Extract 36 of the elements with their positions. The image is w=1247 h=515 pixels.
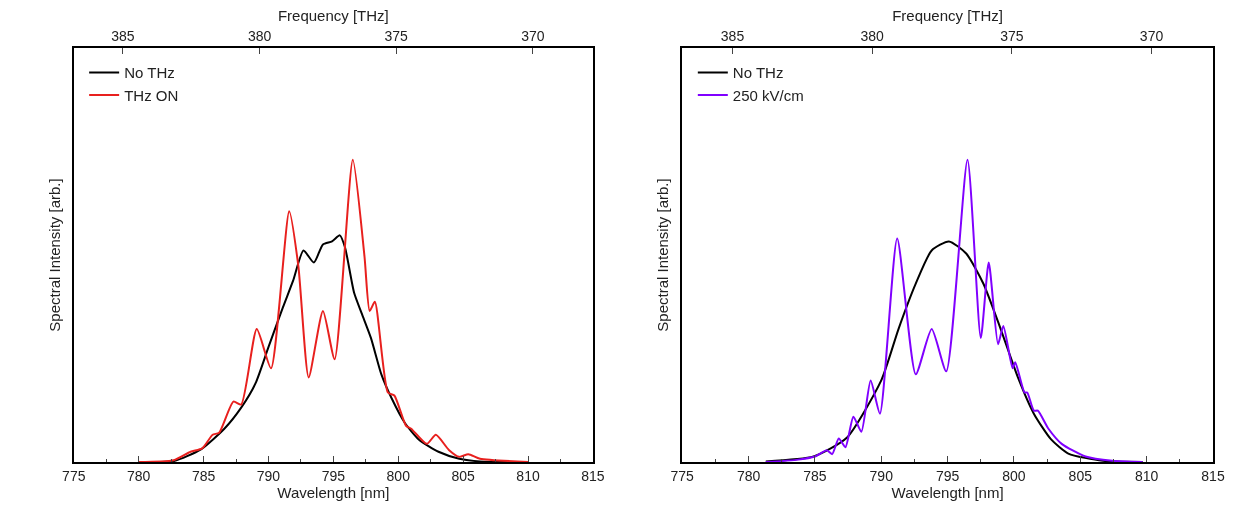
x2-axis-title: Frequency [THz]: [277, 7, 389, 25]
x-tick-label: 780: [736, 467, 761, 484]
x-tick-label: 790: [869, 467, 894, 484]
x-tick-label: 805: [451, 467, 476, 484]
x-tick-label: 815: [1201, 467, 1225, 484]
x2-tick-label: 380: [860, 27, 885, 44]
x-tick-label: 810: [516, 467, 540, 484]
x-tick-label: 800: [1002, 467, 1026, 484]
x2-tick-label: 375: [384, 27, 409, 44]
legend-label: 250 kV/cm: [732, 86, 804, 104]
x2-tick-label: 380: [247, 27, 272, 44]
legend-label: THz ON: [124, 86, 179, 104]
x-tick-label: 810: [1134, 467, 1159, 484]
x-tick-label: 805: [1068, 467, 1093, 484]
x-tick-label: 775: [62, 467, 86, 484]
x-tick-label: 785: [191, 467, 216, 484]
x2-tick-label: 370: [1139, 27, 1164, 44]
x2-tick-label: 370: [521, 27, 545, 44]
x-tick-label: 795: [935, 467, 960, 484]
x2-axis-title: Frequency [THz]: [892, 7, 1004, 25]
y-axis-title: Spectral Intensity [arb.]: [45, 178, 63, 332]
x-tick-label: 790: [256, 467, 281, 484]
x-tick-label: 775: [670, 467, 695, 484]
x2-tick-label: 375: [1000, 27, 1024, 44]
x-tick-label: 780: [126, 467, 151, 484]
x-tick-label: 785: [803, 467, 827, 484]
x-tick-label: 800: [386, 467, 411, 484]
x2-tick-label: 385: [111, 27, 135, 44]
legend-label: No THz: [124, 64, 175, 82]
x-tick-label: 795: [321, 467, 346, 484]
legend-label: No THz: [732, 64, 784, 82]
x-axis-title: Wavelength [nm]: [277, 483, 390, 501]
y-axis-title: Spectral Intensity [arb.]: [654, 178, 672, 332]
x-axis-title: Wavelength [nm]: [891, 483, 1004, 501]
x2-tick-label: 385: [720, 27, 745, 44]
x-tick-label: 815: [581, 467, 605, 484]
